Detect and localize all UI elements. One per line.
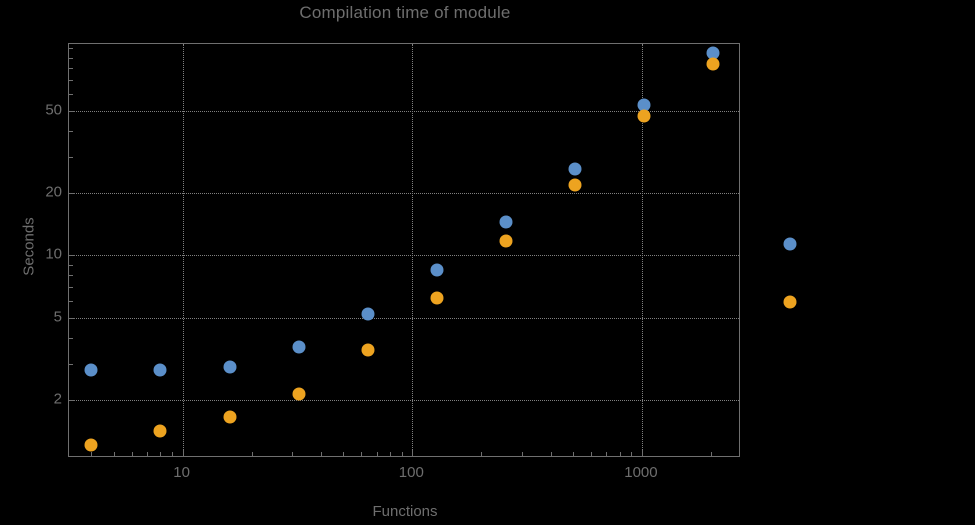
x-tick-label: 1000 — [624, 464, 658, 481]
x-minor-tick — [641, 452, 643, 456]
y-minor-tick — [69, 287, 73, 289]
data-point[interactable] — [568, 178, 582, 191]
data-point[interactable] — [499, 215, 513, 229]
data-point[interactable] — [637, 98, 651, 112]
y-minor-tick — [69, 363, 73, 365]
x-minor-tick — [521, 452, 523, 456]
y-tick-label: 50 — [45, 101, 62, 119]
x-minor-tick — [412, 452, 414, 456]
x-minor-tick — [711, 452, 713, 456]
data-point[interactable] — [361, 307, 375, 321]
gridline-vertical — [182, 44, 184, 456]
data-point[interactable] — [223, 360, 237, 374]
y-minor-tick — [69, 94, 73, 96]
data-point-outside[interactable] — [783, 237, 797, 251]
y-minor-tick — [69, 255, 73, 257]
x-minor-tick — [172, 452, 174, 456]
gridline-vertical — [641, 44, 643, 456]
y-minor-tick — [69, 48, 73, 50]
data-point[interactable] — [637, 109, 651, 123]
x-minor-tick — [343, 452, 345, 456]
plot-area — [68, 43, 740, 457]
x-minor-tick — [401, 452, 403, 456]
data-point[interactable] — [706, 57, 720, 71]
y-minor-tick — [69, 317, 73, 319]
y-minor-tick — [69, 80, 73, 82]
x-minor-tick — [182, 452, 184, 456]
data-point[interactable] — [292, 387, 306, 401]
x-minor-tick — [376, 452, 378, 456]
y-minor-tick — [69, 57, 73, 59]
y-minor-tick — [69, 400, 73, 402]
data-point[interactable] — [84, 438, 98, 451]
y-tick-label: 2 — [53, 390, 62, 408]
x-minor-tick — [131, 452, 133, 456]
x-minor-tick — [619, 452, 621, 456]
y-minor-tick — [69, 193, 73, 195]
y-tick-label: 5 — [53, 308, 62, 326]
x-tick-label: 10 — [173, 464, 190, 481]
x-minor-tick — [590, 452, 592, 456]
x-minor-tick — [631, 452, 633, 456]
gridline-horizontal — [69, 110, 739, 112]
data-point[interactable] — [361, 343, 375, 357]
y-minor-tick — [69, 68, 73, 70]
x-minor-tick — [606, 452, 608, 456]
data-point[interactable] — [223, 410, 237, 424]
data-point[interactable] — [153, 424, 167, 438]
chart-title: Compilation time of module — [299, 3, 511, 22]
x-axis-label: Functions — [372, 503, 438, 520]
data-point-outside[interactable] — [783, 295, 797, 309]
y-minor-tick — [69, 110, 73, 112]
y-tick-label: 20 — [45, 183, 62, 201]
x-minor-tick — [572, 452, 574, 456]
data-point[interactable] — [430, 291, 444, 305]
y-minor-tick — [69, 301, 73, 303]
x-minor-tick — [113, 452, 115, 456]
data-point[interactable] — [706, 46, 720, 60]
y-minor-tick — [69, 275, 73, 277]
gridline-horizontal — [69, 317, 739, 319]
gridline-horizontal — [69, 193, 739, 195]
x-minor-tick — [91, 452, 93, 456]
x-minor-tick — [292, 452, 294, 456]
gridline-horizontal — [69, 255, 739, 257]
data-point[interactable] — [430, 263, 444, 277]
x-minor-tick — [320, 452, 322, 456]
data-point[interactable] — [292, 340, 306, 354]
y-minor-tick — [69, 337, 73, 339]
x-minor-tick — [251, 452, 253, 456]
y-minor-tick — [69, 130, 73, 132]
y-minor-tick — [69, 156, 73, 158]
x-minor-tick — [160, 452, 162, 456]
x-minor-tick — [147, 452, 149, 456]
x-minor-tick — [361, 452, 363, 456]
x-tick-label: 100 — [398, 464, 424, 481]
x-minor-tick — [390, 452, 392, 456]
y-tick-label: 10 — [45, 245, 62, 263]
x-minor-tick — [550, 452, 552, 456]
gridline-vertical — [412, 44, 414, 456]
data-point[interactable] — [84, 363, 98, 377]
data-point[interactable] — [153, 363, 167, 377]
y-minor-tick — [69, 264, 73, 266]
data-point[interactable] — [568, 162, 582, 176]
x-minor-tick — [481, 452, 483, 456]
data-point[interactable] — [499, 234, 513, 247]
gridline-horizontal — [69, 400, 739, 402]
